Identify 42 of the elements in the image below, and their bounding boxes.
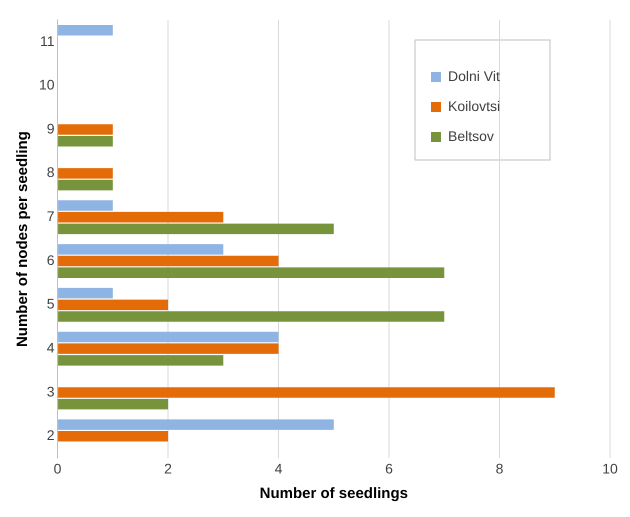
y-tick-label: 4 xyxy=(46,340,55,356)
x-tick-label: 2 xyxy=(164,460,172,476)
y-tick-label: 8 xyxy=(46,164,55,180)
bar xyxy=(58,300,168,310)
x-tick-label: 8 xyxy=(496,460,504,476)
x-axis-title: Number of seedlings xyxy=(260,485,408,502)
legend-label: Dolni Vit xyxy=(448,68,500,84)
bar xyxy=(58,343,279,354)
y-tick-label: 2 xyxy=(46,427,55,444)
bar xyxy=(58,244,224,255)
y-tick-label: 6 xyxy=(46,252,55,268)
bar xyxy=(58,168,113,179)
bar xyxy=(58,136,113,146)
bar xyxy=(58,24,113,36)
bar xyxy=(58,398,168,410)
x-tick-label: 10 xyxy=(602,460,618,476)
y-axis-title: Number of nodes per seedling xyxy=(14,131,32,348)
bar xyxy=(58,311,444,322)
bar xyxy=(58,124,113,135)
bar xyxy=(58,180,113,190)
bar xyxy=(58,267,444,278)
bar xyxy=(58,387,555,398)
bar xyxy=(58,288,113,298)
bar xyxy=(58,256,279,266)
y-tick-label: 11 xyxy=(40,32,55,49)
bar xyxy=(58,212,224,222)
bar xyxy=(58,419,334,430)
legend-label: Beltsov xyxy=(448,128,494,144)
y-tick-label: 3 xyxy=(46,383,55,400)
y-tick-label: 7 xyxy=(46,208,55,224)
x-tick-label: 4 xyxy=(274,460,283,476)
legend-label: Koilovtsi xyxy=(448,98,500,114)
y-tick-label: 9 xyxy=(46,120,55,136)
x-tick-label: 0 xyxy=(54,460,62,476)
bar xyxy=(58,224,334,234)
bar xyxy=(58,200,113,211)
x-tick-label: 6 xyxy=(385,460,394,476)
y-tick-label: 10 xyxy=(38,76,55,93)
bar xyxy=(58,355,224,366)
bar xyxy=(58,332,279,342)
y-tick-label: 5 xyxy=(46,296,55,312)
bar xyxy=(58,431,168,442)
